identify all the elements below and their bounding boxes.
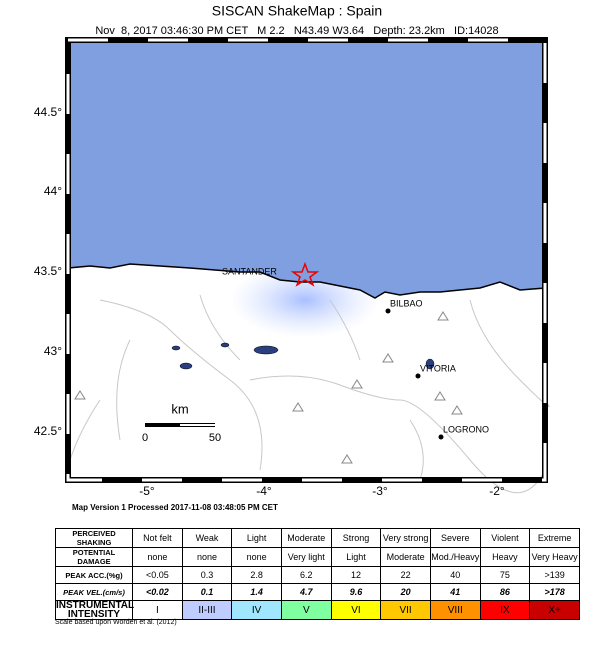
legend-cell: II-III xyxy=(181,600,233,620)
lon-label: -3° xyxy=(372,484,388,498)
subtitle: Nov 8, 2017 03:46:30 PM CET M 2.2 N43.49… xyxy=(95,25,498,37)
lat-label: 43.5° xyxy=(34,264,62,278)
legend-cell: Violent xyxy=(479,528,531,548)
lon-label: -4° xyxy=(256,484,272,498)
legend-cell: >178 xyxy=(529,583,580,601)
legend-cell: 0.1 xyxy=(181,583,233,601)
processed-note: Map Version 1 Processed 2017-11-08 03:48… xyxy=(72,503,278,512)
legend-cell: <0.02 xyxy=(132,583,183,601)
lakes xyxy=(171,342,435,370)
legend-cell: Weak xyxy=(181,528,233,548)
legend-cell: 22 xyxy=(380,566,431,584)
frame-ticks xyxy=(66,38,547,482)
legend-cell: Not felt xyxy=(132,528,183,548)
scale-bar: km 0 50 xyxy=(142,401,221,443)
legend-row-header: POTENTIAL DAMAGE xyxy=(55,547,133,567)
legend-cell: >139 xyxy=(529,566,580,584)
lat-label: 42.5° xyxy=(34,424,62,438)
city-label: SANTANDER xyxy=(222,266,277,276)
legend-cell: 4.7 xyxy=(280,583,332,601)
legend-cell: 2.8 xyxy=(231,566,282,584)
legend-cell: V xyxy=(280,600,332,620)
legend-cell: IV xyxy=(231,600,282,620)
scale-unit: km xyxy=(171,401,188,416)
legend-cell: Moderate xyxy=(280,528,332,548)
legend-cell: none xyxy=(132,547,183,567)
legend-cell: Extreme xyxy=(529,528,580,548)
city-label: LOGRONO xyxy=(443,424,489,434)
legend-cell: 1.4 xyxy=(231,583,282,601)
lon-label: -2° xyxy=(489,484,505,498)
legend-row-header: PEAK VEL.(cm/s) xyxy=(55,583,133,601)
legend-cell: Very light xyxy=(280,547,332,567)
lon-label: -5° xyxy=(139,484,155,498)
legend-cell: VIII xyxy=(429,600,481,620)
rivers xyxy=(69,294,550,494)
legend-cell: 75 xyxy=(479,566,531,584)
legend-cell: Very Heavy xyxy=(529,547,580,567)
legend-cell: VI xyxy=(330,600,382,620)
sea xyxy=(67,39,546,299)
legend-row: PEAK VEL.(cm/s) <0.02 0.1 1.4 4.7 9.6 20 41 86 >1… xyxy=(55,583,580,601)
legend-row-header: PEAK ACC.(%g) xyxy=(55,566,133,584)
legend-cell: 12 xyxy=(330,566,382,584)
legend-cell: Severe xyxy=(429,528,481,548)
stations xyxy=(74,311,463,464)
legend-cell: none xyxy=(181,547,233,567)
legend-cell: 20 xyxy=(380,583,431,601)
map: SANTANDER BILBAO VITORIA LOGRONO km 0 50 xyxy=(65,37,550,494)
scale-end: 50 xyxy=(209,432,221,444)
lat-label: 44° xyxy=(44,184,62,198)
legend-row: PERCEIVED SHAKING Not felt Weak Light Modera… xyxy=(55,528,580,548)
epicenter xyxy=(290,261,320,287)
map-figure: SISCAN ShakeMap : Spain Nov 8, 2017 03:4… xyxy=(34,3,550,512)
legend-row-header: PERCEIVED SHAKING xyxy=(55,528,133,548)
legend-cell: 86 xyxy=(479,583,531,601)
lat-labels: 44.5° 44° 43.5° 43° 42.5° xyxy=(34,105,62,438)
lat-label: 44.5° xyxy=(34,105,62,119)
legend-cell: Moderate xyxy=(380,547,431,567)
legend-row: PEAK ACC.(%g) <0.05 0.3 2.8 6.2 12 22 40 75 >139 xyxy=(55,566,580,584)
city-dot xyxy=(415,373,421,379)
legend-cell: Light xyxy=(330,547,382,567)
city-label: BILBAO xyxy=(390,298,423,308)
intensity-legend: PERCEIVED SHAKING Not felt Weak Light Modera… xyxy=(55,528,580,620)
scale-bar-rect xyxy=(180,424,215,426)
legend-cell: VII xyxy=(380,600,431,620)
city-dot xyxy=(438,434,444,440)
legend-cell: 9.6 xyxy=(330,583,382,601)
legend-cell: IX xyxy=(479,600,531,620)
legend-cell: Very strong xyxy=(380,528,431,548)
legend-cell: <0.05 xyxy=(132,566,183,584)
legend-row: INSTRUMENTAL INTENSITY I II-III IV V VI VII VII… xyxy=(55,600,580,620)
legend-cell: Heavy xyxy=(479,547,531,567)
title: SISCAN ShakeMap : Spain xyxy=(212,3,382,19)
legend-cell: 41 xyxy=(429,583,481,601)
legend-row-header: INSTRUMENTAL INTENSITY xyxy=(55,600,135,620)
legend-cell: 0.3 xyxy=(181,566,233,584)
legend-cell: none xyxy=(231,547,282,567)
footnote: Scale based upon Worden et al. (2012) xyxy=(55,619,177,626)
legend-cell: X+ xyxy=(529,600,580,620)
city-label: VITORIA xyxy=(420,363,456,373)
legend-cell: I xyxy=(132,600,183,620)
lon-labels: -5° -4° -3° -2° xyxy=(139,484,505,498)
legend-cell: Strong xyxy=(330,528,382,548)
legend-cell: 40 xyxy=(429,566,481,584)
city-dot xyxy=(385,308,391,314)
scale-start: 0 xyxy=(142,432,148,444)
legend-cell: 6.2 xyxy=(280,566,332,584)
cities: SANTANDER BILBAO VITORIA LOGRONO xyxy=(222,266,489,440)
lat-label: 43° xyxy=(44,344,62,358)
legend-cell: Light xyxy=(231,528,282,548)
legend-cell: Mod./Heavy xyxy=(429,547,481,567)
legend-row: POTENTIAL DAMAGE none none none Very light Li… xyxy=(55,547,580,567)
